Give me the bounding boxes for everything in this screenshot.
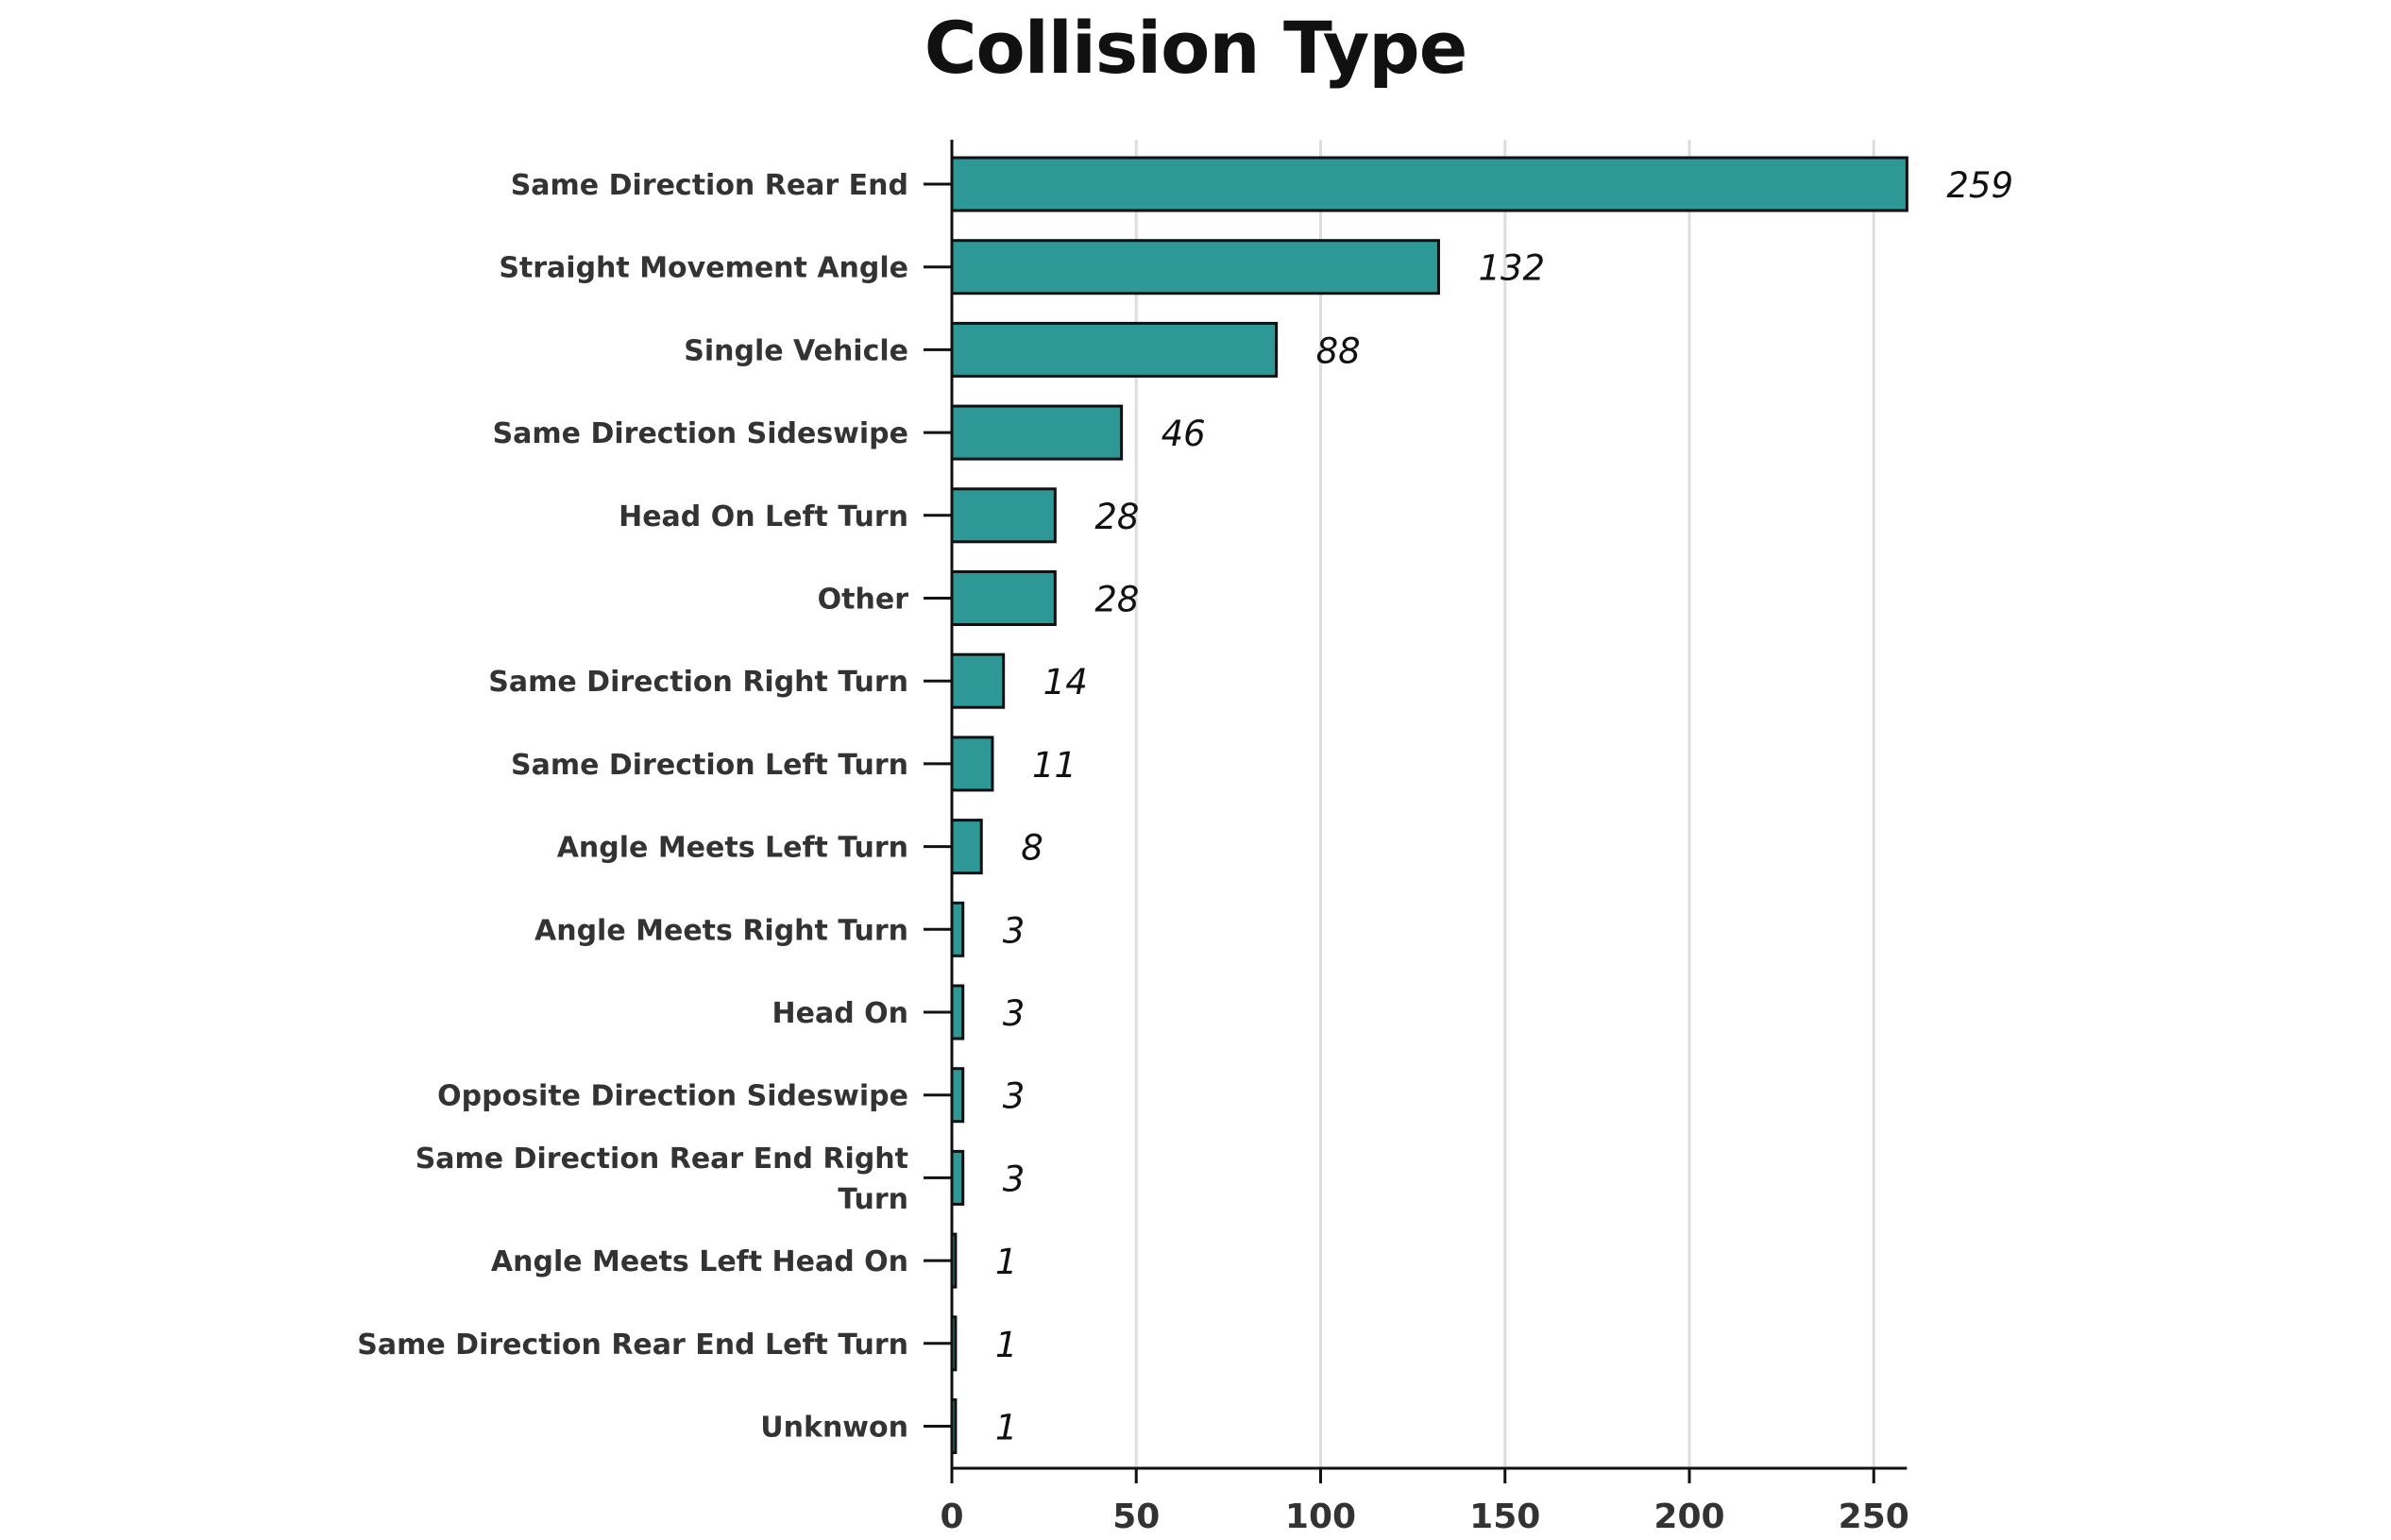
category-label-6: Same Direction Right Turn — [488, 666, 908, 699]
category-label-line: Head On Left Turn — [619, 500, 908, 533]
bar-7 — [950, 736, 994, 792]
category-label-line: Head On — [772, 997, 908, 1030]
category-label-1: Straight Movement Angle — [499, 252, 908, 285]
value-label-3: 46 — [1162, 414, 1206, 454]
category-label-line: Opposite Direction Sideswipe — [437, 1080, 908, 1113]
category-label-line: Angle Meets Left Turn — [557, 832, 908, 865]
category-label-line: Same Direction Rear End — [511, 169, 908, 202]
x-tick-label-100: 100 — [1285, 1498, 1356, 1536]
category-label-8: Angle Meets Left Turn — [557, 832, 908, 865]
category-label-line: Turn — [838, 1183, 908, 1216]
category-label-4: Head On Left Turn — [619, 500, 908, 533]
value-label-10: 3 — [1003, 993, 1026, 1034]
value-label-2: 88 — [1316, 330, 1361, 371]
value-label-0: 259 — [1946, 165, 2013, 206]
category-label-10: Head On — [772, 997, 908, 1030]
category-label-3: Same Direction Sideswipe — [493, 417, 908, 450]
category-label-15: Unknwon — [760, 1412, 908, 1445]
value-label-7: 11 — [1032, 745, 1077, 786]
category-label-2: Single Vehicle — [684, 334, 908, 367]
bars — [950, 156, 1908, 1454]
bar-8 — [950, 819, 983, 875]
category-label-5: Other — [818, 584, 909, 617]
category-label-13: Angle Meets Left Head On — [491, 1245, 908, 1278]
category-label-line: Straight Movement Angle — [499, 252, 908, 285]
value-label-5: 28 — [1094, 580, 1139, 620]
x-tick-labels: 0 50 100 150 200 250 — [940, 1468, 1909, 1536]
category-labels: Same Direction Rear End Straight Movement… — [357, 169, 952, 1445]
value-label-9: 3 — [1003, 910, 1026, 951]
bar-0 — [950, 156, 1908, 212]
bar-11 — [950, 1067, 965, 1124]
value-label-15: 1 — [995, 1408, 1018, 1448]
category-label-line: Single Vehicle — [684, 334, 908, 367]
bar-10 — [950, 984, 965, 1041]
bar-12 — [950, 1149, 965, 1206]
category-label-line: Same Direction Rear End Left Turn — [357, 1328, 908, 1362]
category-label-line: Same Direction Sideswipe — [493, 417, 908, 450]
category-label-7: Same Direction Left Turn — [511, 749, 908, 782]
category-label-14: Same Direction Rear End Left Turn — [357, 1328, 908, 1362]
category-label-11: Opposite Direction Sideswipe — [437, 1080, 908, 1113]
category-label-line: Same Direction Right Turn — [488, 666, 908, 699]
value-label-12: 3 — [1003, 1159, 1026, 1199]
value-label-8: 8 — [1021, 828, 1043, 869]
category-label-line: Unknwon — [760, 1412, 908, 1445]
category-label-line: Angle Meets Right Turn — [534, 914, 908, 947]
category-label-0: Same Direction Rear End — [511, 169, 908, 202]
x-tick-label-0: 0 — [940, 1498, 963, 1536]
x-tick-label-200: 200 — [1653, 1498, 1724, 1536]
bar-2 — [950, 321, 1279, 378]
category-label-12: Same Direction Rear End Right Turn — [415, 1142, 908, 1216]
chart-title: Collision Type — [924, 6, 1468, 90]
bar-5 — [950, 570, 1057, 626]
value-label-1: 132 — [1478, 248, 1545, 289]
value-label-13: 1 — [995, 1242, 1018, 1282]
value-label-6: 14 — [1043, 662, 1088, 702]
x-tick-label-50: 50 — [1112, 1498, 1160, 1536]
bar-9 — [950, 901, 965, 957]
category-label-line: Same Direction Left Turn — [511, 749, 908, 782]
x-tick-label-250: 250 — [1839, 1498, 1909, 1536]
bar-6 — [950, 652, 1006, 709]
category-label-line: Other — [818, 584, 909, 617]
axes — [950, 140, 1908, 1470]
bar-3 — [950, 404, 1124, 461]
bar-1 — [950, 239, 1440, 296]
bar-4 — [950, 487, 1057, 544]
category-label-line: Same Direction Rear End Right — [415, 1142, 908, 1176]
category-label-9: Angle Meets Right Turn — [534, 914, 908, 947]
value-label-4: 28 — [1094, 497, 1139, 537]
category-label-line: Angle Meets Left Head On — [491, 1245, 908, 1278]
value-label-14: 1 — [995, 1325, 1018, 1365]
x-tick-label-150: 150 — [1469, 1498, 1540, 1536]
value-label-11: 3 — [1003, 1076, 1026, 1117]
